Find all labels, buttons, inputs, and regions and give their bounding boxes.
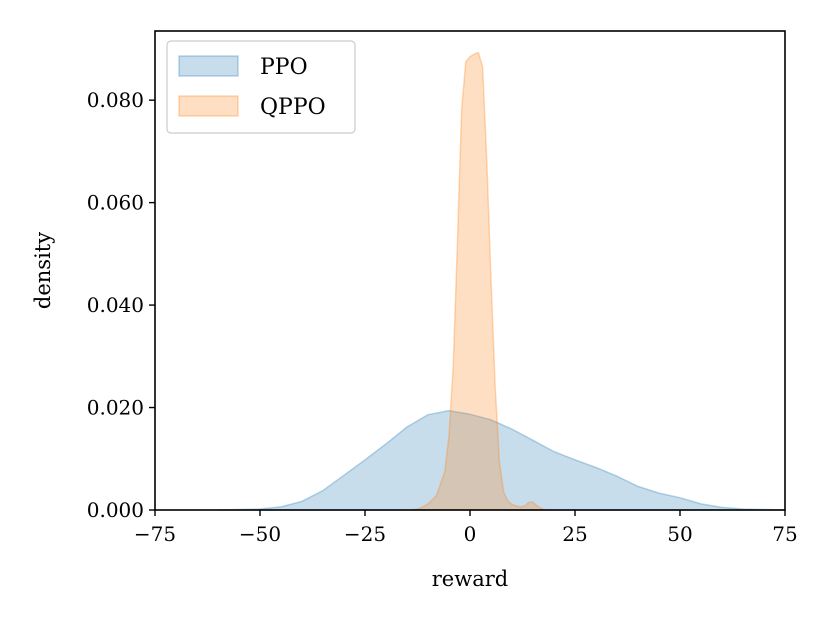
y-tick-label: 0.040 — [87, 293, 144, 317]
legend: PPO QPPO — [166, 40, 356, 134]
series-area-ppo — [217, 409, 786, 511]
y-tick-label: 0.060 — [87, 191, 144, 215]
x-tick-label: 50 — [667, 522, 692, 546]
legend-frame — [166, 40, 356, 134]
x-tick-label: 25 — [562, 522, 587, 546]
legend-swatch-qppo — [178, 95, 239, 117]
y-tick-label: 0.080 — [87, 88, 144, 112]
y-tick-label: 0.000 — [87, 498, 144, 522]
x-axis: −75 −50 −25 0 25 50 75 — [134, 510, 798, 546]
legend-label-ppo: PPO — [260, 55, 308, 80]
y-tick-label: 0.020 — [87, 396, 144, 420]
legend-swatch-ppo — [178, 55, 239, 77]
legend-label-qppo: QPPO — [260, 95, 326, 120]
x-tick-label: 75 — [772, 522, 797, 546]
x-tick-label: −75 — [134, 522, 176, 546]
x-tick-label: −25 — [344, 522, 386, 546]
y-axis-label: density — [31, 232, 55, 309]
series-area-qppo — [410, 51, 547, 511]
plot-areas — [217, 51, 786, 511]
x-axis-label: reward — [432, 567, 508, 591]
y-axis: 0.000 0.020 0.040 0.060 0.080 — [87, 88, 155, 522]
x-tick-label: −50 — [239, 522, 281, 546]
x-tick-label: 0 — [464, 522, 477, 546]
